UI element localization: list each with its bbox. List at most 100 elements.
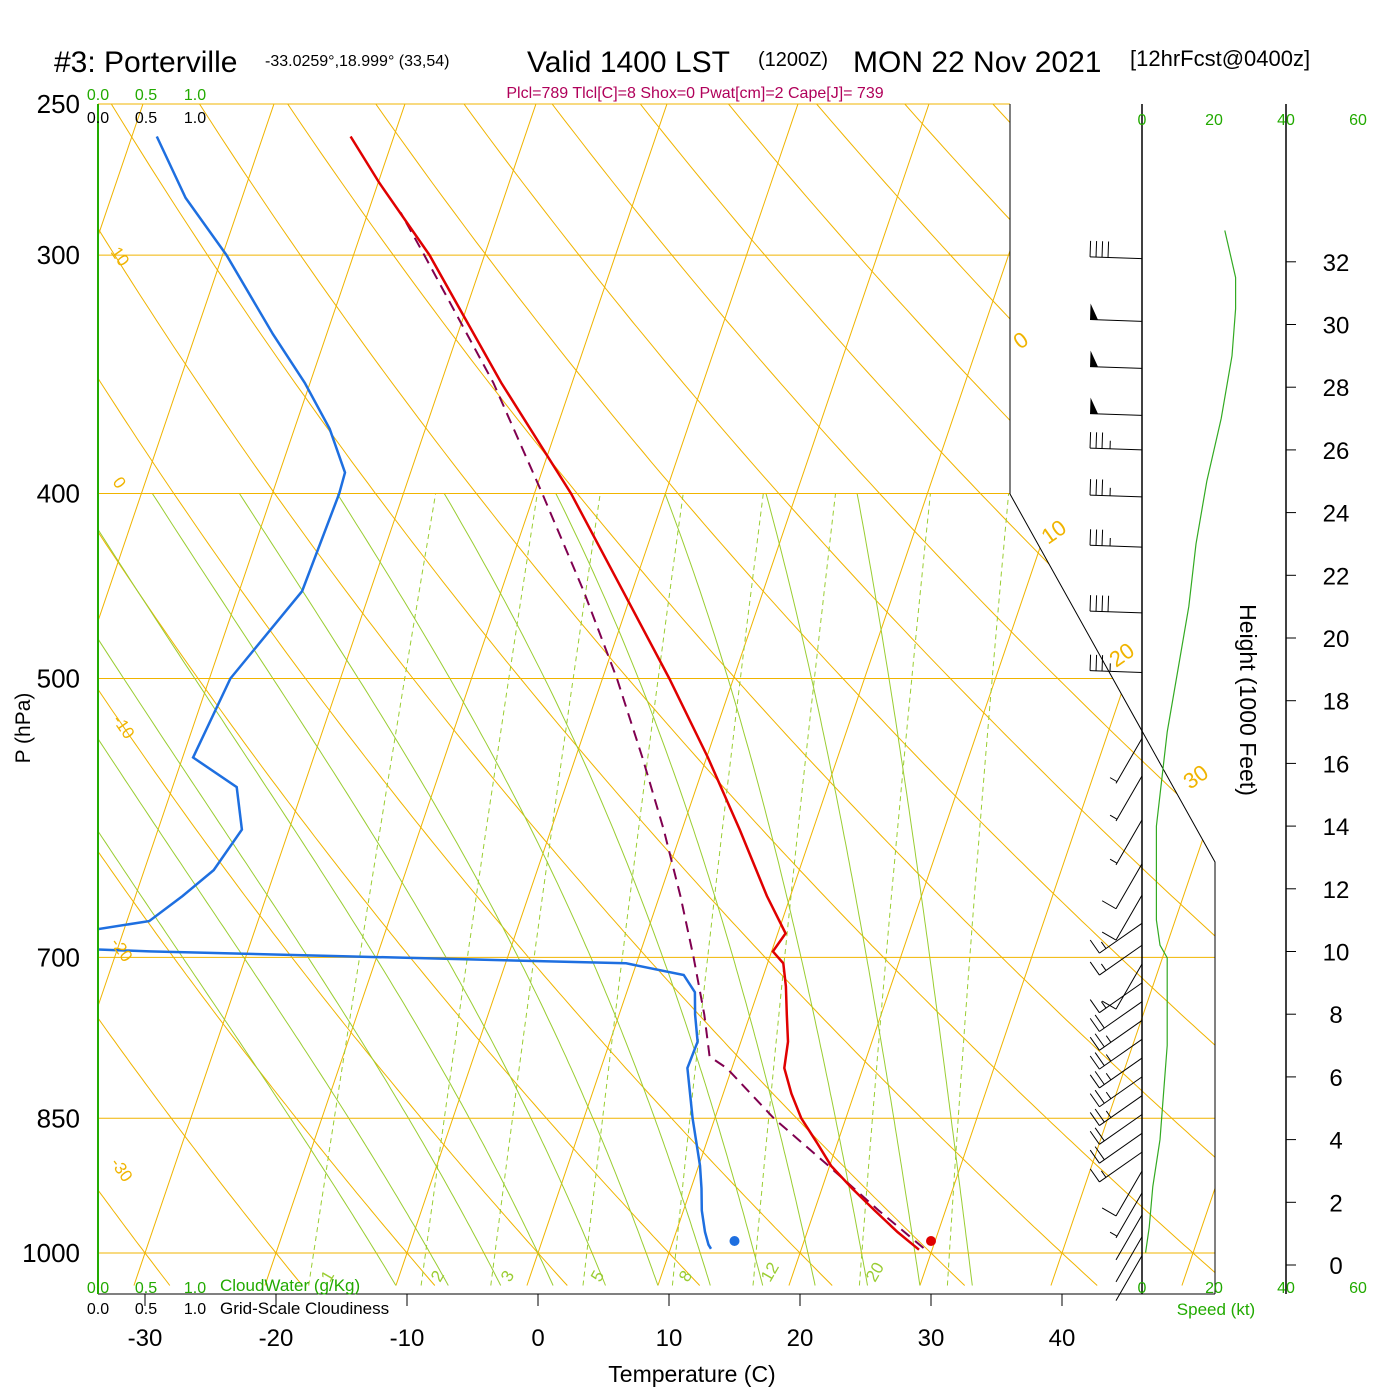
mixing-ratio-label: 5	[587, 1267, 608, 1285]
wind-barb-half-feather	[1105, 1091, 1112, 1099]
pressure-tick-label: 1000	[22, 1238, 80, 1268]
wind-barb	[1115, 1255, 1143, 1301]
height-tick-label: 14	[1323, 814, 1350, 841]
height-tick-label: 2	[1329, 1190, 1342, 1217]
wind-barb	[1109, 738, 1143, 784]
height-tick-label: 6	[1329, 1065, 1342, 1092]
pressure-tick-label: 400	[37, 479, 80, 509]
chart-title: #3: Porterville -33.0259°,18.999° (33,54…	[54, 46, 1310, 79]
wind-barb-feather	[1089, 595, 1092, 612]
wind-barb-feather	[1089, 1018, 1100, 1032]
speed-tick-bottom: 40	[1277, 1280, 1295, 1297]
wind-barb-staff	[1099, 1114, 1143, 1145]
dry-adiabat-line	[276, 104, 1215, 1286]
isotherm-line	[98, 104, 412, 1286]
wind-barb-feather	[1101, 479, 1104, 496]
x-axis-title: Temperature (C)	[608, 1361, 775, 1387]
station-coords: -33.0259°,18.999° (33,54)	[265, 53, 449, 70]
y-axis-title: P (hPa)	[12, 693, 35, 764]
dry-adiabat-label: 0	[109, 473, 130, 492]
wind-barb-staff	[1090, 366, 1143, 369]
height-tick-label: 16	[1323, 751, 1350, 778]
cloudiness-tick-top: 0.0	[87, 110, 109, 127]
cloudwater-tick-bottom: 1.0	[184, 1280, 206, 1297]
wind-barb	[1109, 1192, 1143, 1239]
wind-barb-feather	[1089, 1074, 1100, 1089]
mixing-ratio-line	[420, 493, 538, 1286]
mixing-ratio-line	[308, 493, 437, 1286]
wind-barb-feather	[1095, 241, 1098, 258]
wind-barb-staff	[1090, 447, 1143, 451]
sounding-indices: Plcl=789 Tlcl[C]=8 Shox=0 Pwat[cm]=2 Cap…	[506, 85, 883, 102]
dry-adiabat-line	[1241, 87, 1400, 1285]
wind-barb-feather	[1095, 595, 1098, 612]
wind-barb-half-feather	[1100, 1001, 1107, 1009]
wind-barb-feather	[1094, 1127, 1105, 1142]
wind-barb-feather	[1101, 931, 1117, 941]
wind-barb	[1115, 1214, 1143, 1261]
height-tick-label: 4	[1329, 1128, 1342, 1155]
speed-tick-bottom: 20	[1205, 1280, 1223, 1297]
mixing-ratio-line	[752, 493, 836, 1286]
wind-barb-staff	[1115, 863, 1143, 910]
wind-barb-feather	[1089, 999, 1100, 1013]
isotherm-line	[657, 104, 1067, 1286]
wind-barb-staff	[1115, 963, 1143, 1010]
dry-adiabat-line	[626, 104, 1215, 1286]
wind-barb	[1101, 863, 1143, 910]
wind-barb-flag	[1090, 303, 1099, 320]
dry-adiabat-line	[98, 104, 568, 1286]
wind-barb-feather	[1101, 1000, 1117, 1010]
wind-barb	[1089, 1020, 1143, 1051]
wind-barb-half-feather	[1109, 814, 1118, 820]
height-tick-label: 12	[1323, 877, 1350, 904]
wind-barb-staff	[1115, 775, 1143, 822]
wind-barb	[1109, 775, 1143, 822]
wind-barb-staff	[1099, 1038, 1143, 1070]
wind-barb-feather	[1101, 655, 1104, 672]
plot-frame	[97, 104, 1287, 1295]
wind-barb-half-feather	[1105, 1110, 1112, 1118]
pressure-tick-label: 250	[37, 89, 80, 119]
dry-adiabat-line	[714, 104, 1215, 1286]
wind-barb-feather	[1095, 529, 1098, 546]
wind-barb-feather	[1094, 1089, 1105, 1104]
wind-barb	[1101, 963, 1143, 1010]
wind-barb	[1090, 397, 1143, 416]
speed-tick-top: 0	[1138, 112, 1147, 129]
wind-barb-feather	[1094, 1014, 1105, 1029]
wind-barb-feather	[1101, 432, 1104, 449]
moist-adiabat-line	[336, 493, 711, 1286]
cloudiness-tick-bottom: 1.0	[184, 1301, 206, 1318]
pressure-tick-label: 700	[37, 942, 80, 972]
mixing-ratio-line	[490, 493, 601, 1286]
wind-barb-half-feather	[1105, 1054, 1112, 1062]
wind-barb-feather	[1089, 939, 1100, 954]
wind-barb-staff	[1099, 1057, 1143, 1089]
wind-barb	[1089, 1001, 1143, 1032]
dry-adiabat-line	[451, 104, 1215, 1286]
dry-adiabat-label: -20	[107, 934, 137, 965]
wind-barb-feather	[1089, 1168, 1100, 1183]
cloudwater-tick-top: 0.5	[135, 87, 157, 104]
wind-barb-staff	[1099, 922, 1143, 954]
dry-adiabat-label: -30	[107, 1154, 137, 1185]
dry-adiabat-line	[0, 87, 37, 1285]
speed-tick-bottom: 0	[1138, 1280, 1147, 1297]
dry-adiabat-line	[98, 104, 833, 1286]
valid-time: Valid 1400 LST	[527, 46, 730, 79]
isotherm-line	[395, 104, 805, 1286]
wind-barb-feather	[1089, 432, 1092, 449]
wind-barb-staff	[1115, 1255, 1143, 1301]
wind-barb-feather	[1094, 1071, 1105, 1085]
wind-barb	[1089, 529, 1143, 548]
wind-barb-feather	[1101, 241, 1104, 258]
wind-barb-half-feather	[1100, 941, 1107, 949]
wind-barb-half-feather	[1109, 1231, 1118, 1237]
pressure-tick-label: 500	[37, 664, 80, 694]
wind-barb-staff	[1099, 1076, 1143, 1108]
height-tick-label: 30	[1323, 313, 1350, 340]
wind-barb-feather	[1107, 241, 1110, 258]
wind-barb	[1089, 982, 1143, 1014]
wind-barb-feather	[1095, 479, 1098, 496]
